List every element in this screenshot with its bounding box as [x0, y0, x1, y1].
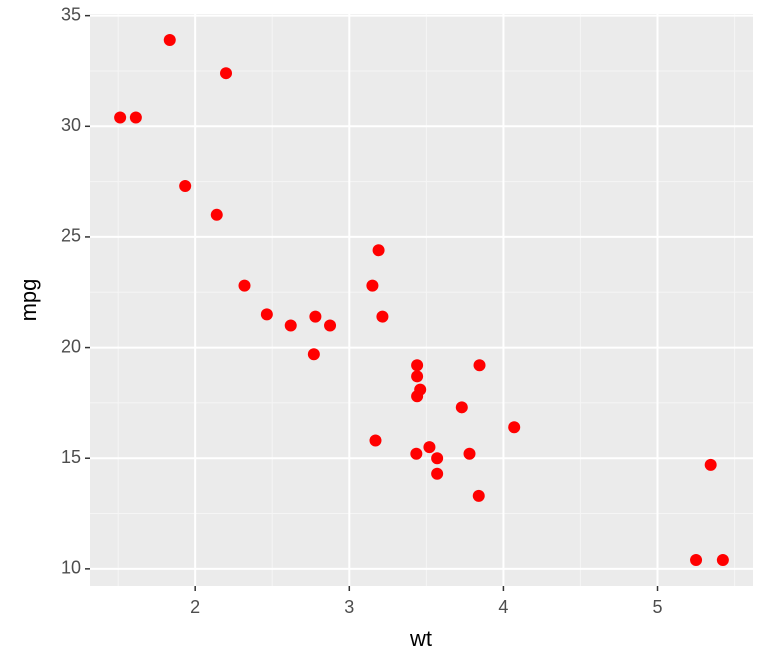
- point: [114, 111, 127, 124]
- point: [423, 441, 436, 454]
- point: [473, 359, 486, 372]
- y-tick-label: 20: [61, 336, 81, 356]
- y-tick-label: 10: [61, 558, 81, 578]
- point: [411, 359, 424, 372]
- y-tick-label: 35: [61, 4, 81, 24]
- point: [372, 244, 385, 257]
- point: [455, 401, 468, 414]
- marks: [114, 34, 729, 566]
- x-tick-label: 2: [190, 597, 200, 617]
- x-axis-title: wt: [409, 626, 432, 651]
- point: [309, 310, 322, 323]
- point: [260, 308, 273, 321]
- point: [210, 208, 223, 221]
- y-tick-label: 25: [61, 226, 81, 246]
- point: [704, 458, 717, 471]
- point: [690, 554, 703, 566]
- point: [179, 180, 192, 193]
- point: [238, 279, 251, 292]
- x-tick-label: 4: [498, 597, 508, 617]
- point: [411, 370, 424, 383]
- x-tick-label: 3: [344, 597, 354, 617]
- y-tick-label: 15: [61, 447, 81, 467]
- point: [366, 279, 379, 292]
- panel: [90, 14, 753, 586]
- point: [284, 319, 297, 332]
- point: [129, 111, 142, 124]
- point: [411, 390, 424, 403]
- point: [508, 421, 521, 434]
- point: [220, 67, 233, 80]
- point: [472, 489, 485, 502]
- point: [324, 319, 337, 332]
- point: [307, 348, 320, 361]
- x-tick-label: 5: [653, 597, 663, 617]
- y-tick-label: 30: [61, 115, 81, 135]
- point: [376, 310, 389, 323]
- point: [716, 554, 729, 566]
- point: [431, 452, 444, 465]
- point: [431, 467, 444, 480]
- y-axis-title: mpg: [16, 279, 41, 322]
- point: [369, 434, 382, 447]
- grid: [90, 14, 753, 586]
- point: [410, 447, 423, 460]
- point: [163, 34, 176, 46]
- point: [463, 447, 476, 460]
